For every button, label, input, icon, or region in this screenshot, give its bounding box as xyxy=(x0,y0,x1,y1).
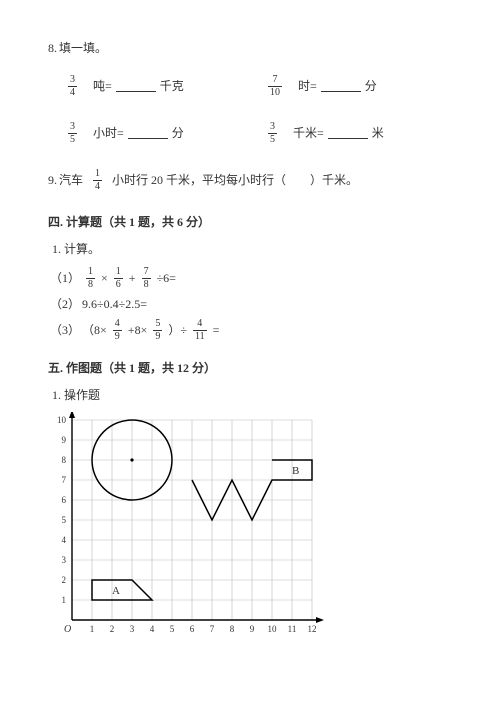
svg-text:6: 6 xyxy=(190,624,195,634)
svg-text:A: A xyxy=(112,585,120,597)
op: × xyxy=(101,270,108,287)
svg-text:2: 2 xyxy=(62,575,67,585)
fraction: 3 5 xyxy=(268,122,277,145)
calc-label: （2） xyxy=(50,296,80,313)
q8-text: 填一填。 xyxy=(59,40,107,57)
svg-text:8: 8 xyxy=(62,455,67,465)
expr: 9.6÷0.4÷2.5= xyxy=(82,296,147,313)
tail: ÷6= xyxy=(157,270,176,287)
svg-text:10: 10 xyxy=(57,415,67,425)
q8-item-4: 3 5 千米= 米 xyxy=(264,122,384,145)
p1: （8× xyxy=(82,322,107,339)
fraction: 4 11 xyxy=(193,319,207,342)
section5-q1: 1. 操作题 xyxy=(48,387,452,404)
svg-text:9: 9 xyxy=(250,624,255,634)
svg-text:9: 9 xyxy=(62,435,67,445)
q8-number: 8. xyxy=(48,40,57,57)
q9: 9. 汽车 1 4 小时行 20 千米，平均每小时行（ ）千米。 xyxy=(48,169,452,192)
svg-text:3: 3 xyxy=(130,624,135,634)
calc-item-3: （3） （8× 4 9 +8× 5 9 ）÷ 4 11 = xyxy=(48,319,452,342)
svg-text:10: 10 xyxy=(268,624,278,634)
q9-mid: 小时行 20 千米，平均每小时行（ xyxy=(112,172,286,189)
blank xyxy=(128,127,168,139)
grid-svg: 12345678910111212345678910OBA xyxy=(48,412,328,642)
svg-text:11: 11 xyxy=(288,624,297,634)
unit-pre: 小时= xyxy=(93,125,124,142)
p4: = xyxy=(213,322,220,339)
q8-item-2: 7 10 时= 分 xyxy=(264,75,377,98)
svg-text:2: 2 xyxy=(110,624,115,634)
fraction: 1 4 xyxy=(93,169,102,192)
q8-item-1: 3 4 吨= 千克 xyxy=(64,75,264,98)
calc-list: （1） 1 8 × 1 6 + 7 8 ÷6= （2） 9.6÷0.4÷2.5=… xyxy=(48,267,452,342)
unit-post: 分 xyxy=(172,125,184,142)
blank xyxy=(328,127,368,139)
calc-item-1: （1） 1 8 × 1 6 + 7 8 ÷6= xyxy=(48,267,452,290)
p2: +8× xyxy=(128,322,148,339)
q9-number: 9. xyxy=(48,172,57,189)
svg-text:O: O xyxy=(64,624,71,635)
fraction: 5 9 xyxy=(153,319,162,342)
grid-figure: 12345678910111212345678910OBA xyxy=(48,412,452,642)
q8-grid: 3 4 吨= 千克 7 10 时= 分 3 5 小时= 分 xyxy=(48,75,452,145)
svg-text:4: 4 xyxy=(62,535,67,545)
svg-text:1: 1 xyxy=(62,595,67,605)
unit-post: 米 xyxy=(372,125,384,142)
fraction: 1 8 xyxy=(86,267,95,290)
fraction: 1 6 xyxy=(114,267,123,290)
blank xyxy=(321,80,361,92)
q9-post: ）千米。 xyxy=(310,172,358,189)
svg-text:6: 6 xyxy=(62,495,67,505)
unit-post: 千克 xyxy=(160,78,184,95)
fraction: 3 5 xyxy=(68,122,77,145)
q8-title: 8. 填一填。 xyxy=(48,40,452,57)
op: + xyxy=(129,270,136,287)
svg-text:B: B xyxy=(292,465,299,477)
svg-text:12: 12 xyxy=(308,624,317,634)
svg-text:1: 1 xyxy=(90,624,95,634)
blank xyxy=(116,80,156,92)
fraction: 7 10 xyxy=(268,75,282,98)
svg-text:8: 8 xyxy=(230,624,235,634)
svg-text:4: 4 xyxy=(150,624,155,634)
svg-text:7: 7 xyxy=(62,475,67,485)
section4-q1: 1. 计算。 xyxy=(48,241,452,258)
calc-label: （1） xyxy=(50,270,80,287)
calc-item-2: （2） 9.6÷0.4÷2.5= xyxy=(48,296,452,313)
p3: ）÷ xyxy=(168,322,187,339)
q8-item-3: 3 5 小时= 分 xyxy=(64,122,264,145)
unit-post: 分 xyxy=(365,78,377,95)
unit-pre: 千米= xyxy=(293,125,324,142)
fraction: 7 8 xyxy=(142,267,151,290)
calc-label: （3） xyxy=(50,322,80,339)
fraction: 3 4 xyxy=(68,75,77,98)
section4-title: 四. 计算题（共 1 题，共 6 分） xyxy=(48,214,452,231)
fraction: 4 9 xyxy=(113,319,122,342)
unit-pre: 吨= xyxy=(93,78,112,95)
q9-pre: 汽车 xyxy=(59,172,83,189)
section5-title: 五. 作图题（共 1 题，共 12 分） xyxy=(48,360,452,377)
unit-pre: 时= xyxy=(298,78,317,95)
svg-text:3: 3 xyxy=(62,555,67,565)
svg-text:5: 5 xyxy=(170,624,175,634)
svg-text:7: 7 xyxy=(210,624,215,634)
svg-text:5: 5 xyxy=(62,515,67,525)
